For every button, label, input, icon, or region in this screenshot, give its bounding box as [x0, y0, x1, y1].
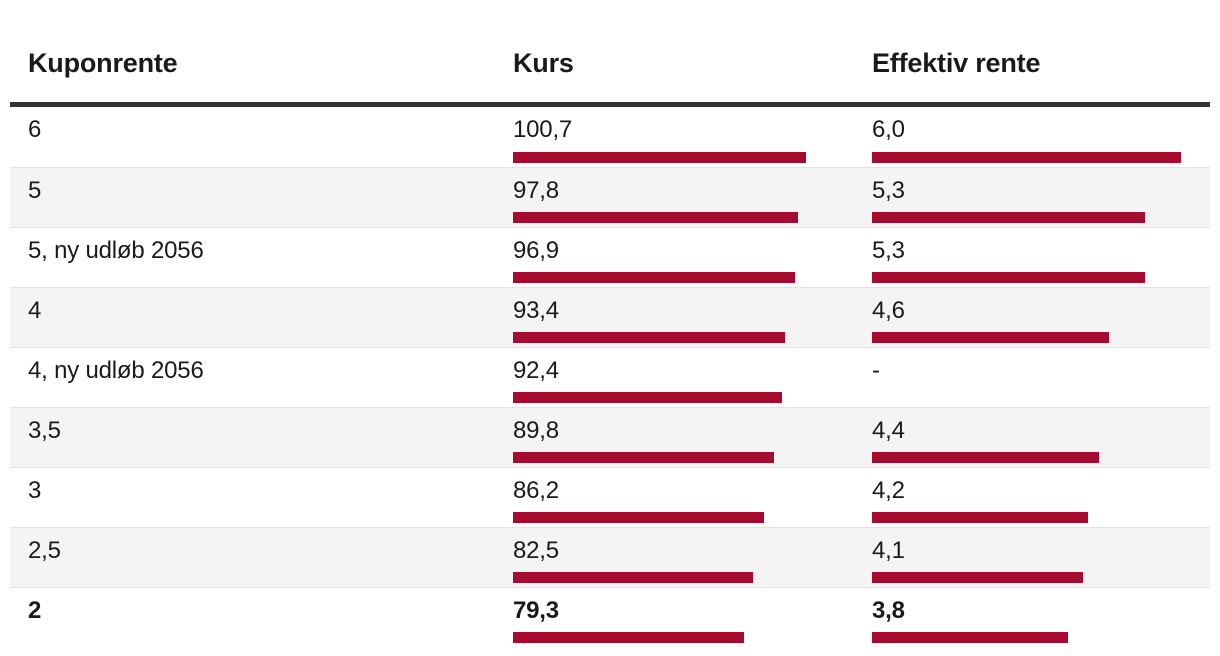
effektiv-value: 3,8: [872, 597, 905, 624]
table-row: 2,5 82,5 4,1: [10, 527, 1210, 587]
kuponrente-cell: 2,5: [10, 528, 513, 587]
kuponrente-label: 3,5: [28, 417, 61, 444]
table-row: 3 86,2 4,2: [10, 467, 1210, 527]
kurs-bar: [513, 392, 782, 403]
kuponrente-label: 6: [28, 116, 42, 143]
kurs-value: 96,9: [513, 237, 559, 264]
table-row: 4, ny udløb 2056 92,4 -: [10, 347, 1210, 407]
kuponrente-label: 2,5: [28, 537, 61, 564]
effektiv-bar: [872, 152, 1181, 163]
kurs-cell: 86,2: [513, 468, 872, 527]
kuponrente-label: 4, ny udløb 2056: [28, 357, 204, 384]
table-row: 6 100,7 6,0: [10, 107, 1210, 167]
effektiv-cell: 4,1: [872, 528, 1210, 587]
effektiv-cell: 5,3: [872, 168, 1210, 227]
effektiv-value: 4,6: [872, 297, 905, 324]
kurs-cell: 79,3: [513, 588, 872, 647]
kuponrente-cell: 3: [10, 468, 513, 527]
kuponrente-cell: 3,5: [10, 408, 513, 467]
effektiv-bar: [872, 452, 1099, 463]
kurs-value: 93,4: [513, 297, 559, 324]
table-row: 4 93,4 4,6: [10, 287, 1210, 347]
effektiv-cell: 5,3: [872, 228, 1210, 287]
kurs-cell: 100,7: [513, 107, 872, 167]
kuponrente-cell: 5, ny udløb 2056: [10, 228, 513, 287]
kurs-cell: 93,4: [513, 288, 872, 347]
effektiv-bar: [872, 212, 1145, 223]
kuponrente-label: 4: [28, 297, 42, 324]
effektiv-cell: 4,6: [872, 288, 1210, 347]
effektiv-bar: [872, 632, 1068, 643]
effektiv-bar: [872, 572, 1083, 583]
kuponrente-cell: 2: [10, 588, 513, 647]
effektiv-bar: [872, 332, 1109, 343]
kuponrente-label: 5, ny udløb 2056: [28, 237, 204, 264]
effektiv-value: 4,4: [872, 417, 905, 444]
table-body: 6 100,7 6,0 5 97,8 5,3 5, ny udløb 2056 …: [10, 107, 1210, 647]
kurs-cell: 82,5: [513, 528, 872, 587]
kurs-bar: [513, 632, 744, 643]
effektiv-value: 6,0: [872, 116, 905, 143]
effektiv-cell: 4,2: [872, 468, 1210, 527]
kurs-bar: [513, 212, 798, 223]
kuponrente-cell: 6: [10, 107, 513, 167]
effektiv-value: 4,1: [872, 537, 905, 564]
kurs-bar: [513, 452, 774, 463]
effektiv-cell: 3,8: [872, 588, 1210, 647]
table-row: 5 97,8 5,3: [10, 167, 1210, 227]
kuponrente-label: 5: [28, 177, 42, 204]
effektiv-cell: 4,4: [872, 408, 1210, 467]
bond-table: Kuponrente Kurs Effektiv rente 6 100,7 6…: [10, 0, 1210, 647]
kurs-bar: [513, 272, 795, 283]
effektiv-cell: 6,0: [872, 107, 1210, 167]
header-effektiv-rente: Effektiv rente: [872, 48, 1041, 78]
kurs-value: 97,8: [513, 177, 559, 204]
effektiv-value: 5,3: [872, 177, 905, 204]
kurs-cell: 97,8: [513, 168, 872, 227]
effektiv-bar: [872, 272, 1145, 283]
kurs-cell: 92,4: [513, 348, 872, 407]
kurs-value: 79,3: [513, 597, 559, 624]
kurs-cell: 96,9: [513, 228, 872, 287]
kuponrente-cell: 5: [10, 168, 513, 227]
header-kuponrente: Kuponrente: [28, 48, 178, 78]
table-row: 2 79,3 3,8: [10, 587, 1210, 647]
kurs-value: 82,5: [513, 537, 559, 564]
effektiv-value: -: [872, 357, 880, 384]
table-row: 3,5 89,8 4,4: [10, 407, 1210, 467]
kurs-bar: [513, 572, 753, 583]
kurs-bar: [513, 332, 785, 343]
table-header-row: Kuponrente Kurs Effektiv rente: [10, 0, 1210, 107]
effektiv-value: 4,2: [872, 477, 905, 504]
kuponrente-cell: 4: [10, 288, 513, 347]
kurs-value: 100,7: [513, 116, 573, 143]
kurs-value: 89,8: [513, 417, 559, 444]
table-row: 5, ny udløb 2056 96,9 5,3: [10, 227, 1210, 287]
effektiv-bar: [872, 512, 1088, 523]
kurs-bar: [513, 152, 806, 163]
kuponrente-cell: 4, ny udløb 2056: [10, 348, 513, 407]
kurs-bar: [513, 512, 764, 523]
effektiv-cell: -: [872, 348, 1210, 407]
kurs-cell: 89,8: [513, 408, 872, 467]
kuponrente-label: 2: [28, 597, 42, 624]
kuponrente-label: 3: [28, 477, 42, 504]
kurs-value: 86,2: [513, 477, 559, 504]
header-kurs: Kurs: [513, 48, 574, 78]
kurs-value: 92,4: [513, 357, 559, 384]
effektiv-value: 5,3: [872, 237, 905, 264]
